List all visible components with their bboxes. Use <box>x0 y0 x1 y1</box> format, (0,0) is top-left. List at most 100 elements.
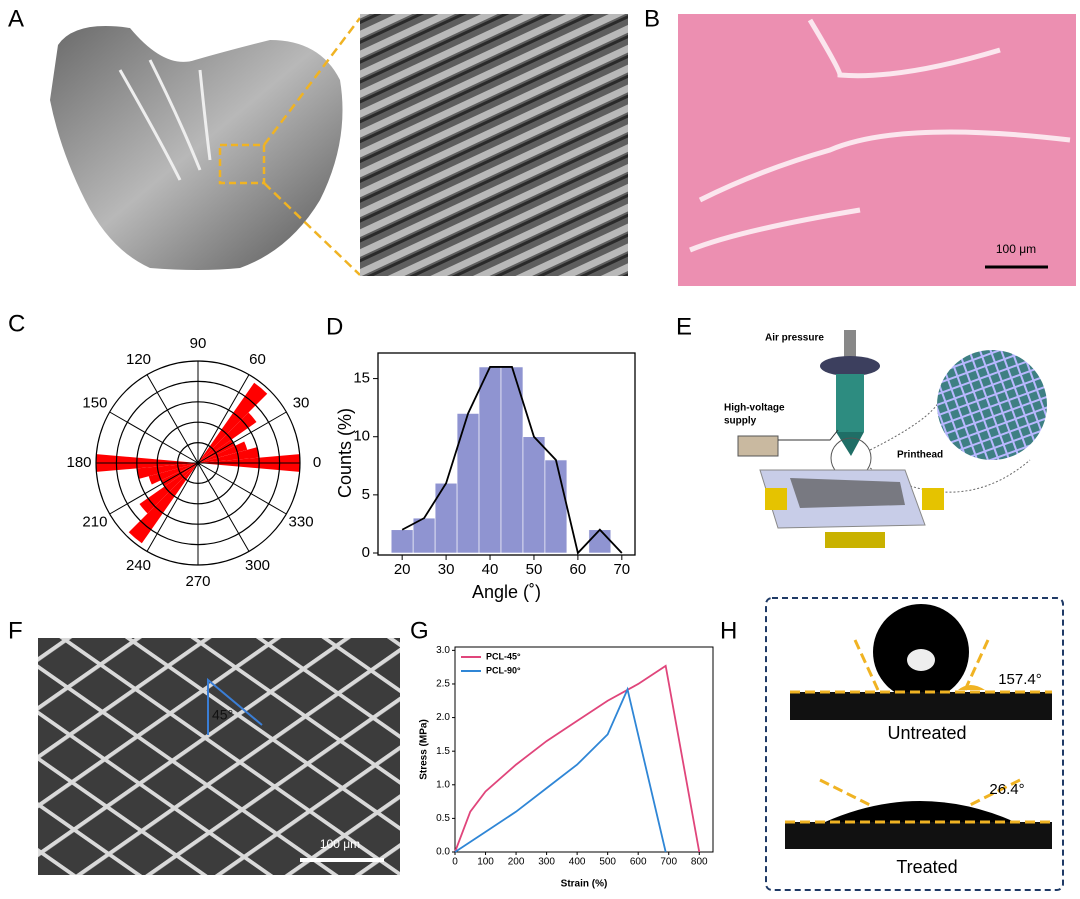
angular-grid <box>109 462 199 515</box>
angle-tick-label: 180 <box>66 454 91 471</box>
clamp <box>922 488 944 510</box>
printer-part <box>820 356 880 376</box>
angular-grid <box>146 374 199 464</box>
tangent <box>963 639 990 691</box>
angular-grid <box>197 411 287 464</box>
x-tick-label: 70 <box>613 561 630 578</box>
panel-label: F <box>8 617 23 644</box>
x-tick-label: 500 <box>599 857 616 868</box>
angular-grid <box>146 462 199 552</box>
x-tick-label: 100 <box>477 857 494 868</box>
printed-mesh <box>790 478 905 508</box>
hist-bar <box>412 517 436 554</box>
he-image <box>678 14 1076 286</box>
hist-bar <box>588 529 612 554</box>
printer-part <box>836 374 864 432</box>
angle-tick-label: 0 <box>313 454 321 471</box>
stage <box>825 532 885 548</box>
supply-box <box>737 435 779 457</box>
panel-frame <box>765 597 1064 891</box>
substrate <box>785 822 1052 849</box>
x-tick-label: 0 <box>452 857 458 868</box>
droplet <box>825 801 1015 822</box>
y-tick-label: 15 <box>353 370 370 387</box>
hist-bar <box>456 413 480 554</box>
trend-line <box>401 366 623 555</box>
angle-tick-label: 270 <box>185 573 210 590</box>
angle-tick-label: 240 <box>126 557 151 574</box>
hist-bar <box>500 366 524 554</box>
x-tick-label: 400 <box>569 857 586 868</box>
substrate <box>790 692 1052 720</box>
series-line <box>454 686 667 853</box>
caption: Untreated <box>887 723 966 743</box>
caption: Treated <box>896 857 957 877</box>
zoom-line <box>869 399 1031 493</box>
panel-label: B <box>644 5 660 32</box>
angle-tick-label: 210 <box>82 513 107 530</box>
angle-tick-label: 330 <box>289 513 314 530</box>
rose-bar <box>198 412 257 463</box>
y-tick-label: 0 <box>362 544 370 561</box>
angle-label: 157.4° <box>998 671 1042 688</box>
x-axis-label: Strain (%) <box>561 879 608 890</box>
tangent <box>969 778 1021 807</box>
x-tick-label: 600 <box>630 857 647 868</box>
printer-part <box>844 330 856 358</box>
x-tick-label: 30 <box>438 561 455 578</box>
plot-frame <box>454 646 714 853</box>
x-tick-label: 40 <box>482 561 499 578</box>
zoom-box <box>218 143 266 185</box>
angle-mark <box>207 677 263 735</box>
y-tick-label: 0.0 <box>436 847 450 858</box>
x-axis-label: Angle (˚) <box>472 582 541 602</box>
angle-tick-label: 30 <box>293 394 310 411</box>
plot-frame <box>377 352 636 556</box>
hist-bar <box>522 436 546 554</box>
y-tick-label: 0.5 <box>436 813 450 824</box>
x-tick-label: 300 <box>538 857 555 868</box>
mesh-image <box>38 638 400 875</box>
panel-label: D <box>326 313 343 340</box>
y-axis-label: Stress (MPa) <box>419 719 430 780</box>
y-tick-label: 5 <box>362 486 370 503</box>
angular-grid <box>197 374 250 464</box>
y-axis-label: Counts (%) <box>335 408 355 498</box>
droplet-highlight <box>907 649 935 671</box>
y-tick-label: 2.5 <box>436 679 450 690</box>
x-tick-label: 700 <box>660 857 677 868</box>
y-tick-label: 3.0 <box>436 645 450 656</box>
x-tick-label: 20 <box>394 561 411 578</box>
label: Printhead <box>897 450 943 461</box>
x-tick-label: 60 <box>570 561 587 578</box>
zoom-line <box>263 17 361 146</box>
angular-grid <box>197 462 250 552</box>
angle-tick-label: 60 <box>249 351 266 368</box>
y-tick-label: 1.5 <box>436 746 450 757</box>
panel-label: H <box>720 617 737 644</box>
rose-bar <box>128 463 198 544</box>
tangent <box>853 639 880 691</box>
angle-tick-label: 120 <box>126 351 151 368</box>
he-detail <box>689 18 1071 253</box>
angle-label: 45° <box>212 707 233 723</box>
y-tick-label: 1.0 <box>436 779 450 790</box>
clamp <box>765 488 787 510</box>
printer-part <box>836 432 864 456</box>
scale-bar-label: 100 μm <box>320 837 360 851</box>
zoom-image <box>937 350 1047 460</box>
angle-label: 26.4° <box>989 781 1024 798</box>
rose-bar <box>139 463 198 514</box>
heart-detail <box>118 59 212 181</box>
tangent <box>819 778 871 807</box>
sem-image <box>360 14 628 276</box>
angular-grid <box>109 411 199 464</box>
label: High-voltage <box>724 403 785 414</box>
rose-bar <box>198 447 259 463</box>
panel-label: A <box>8 5 24 32</box>
x-tick-label: 200 <box>508 857 525 868</box>
